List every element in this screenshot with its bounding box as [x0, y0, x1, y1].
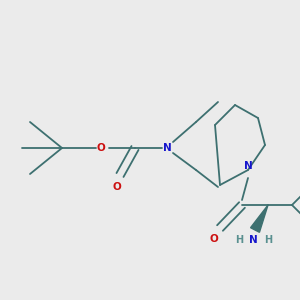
Text: N: N — [163, 143, 171, 153]
Polygon shape — [250, 205, 268, 232]
Text: N: N — [244, 161, 252, 171]
Text: N: N — [249, 235, 257, 245]
Text: O: O — [112, 182, 122, 192]
Text: O: O — [210, 234, 218, 244]
Text: O: O — [97, 143, 105, 153]
Text: H: H — [235, 235, 243, 245]
Text: H: H — [264, 235, 272, 245]
